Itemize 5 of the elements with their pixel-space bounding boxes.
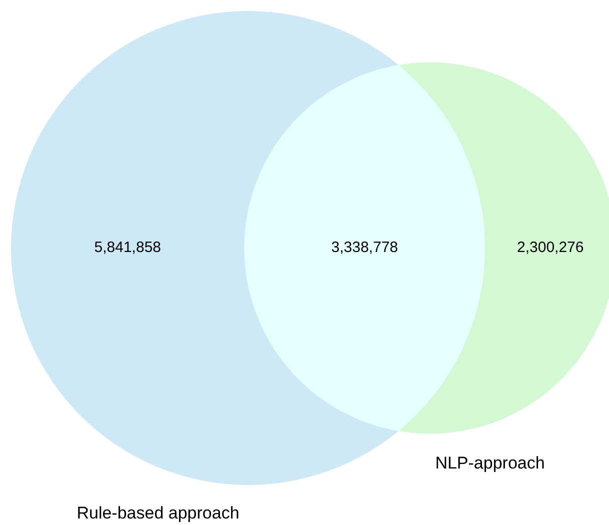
data-label: 5,841,858: [94, 239, 161, 256]
data-label: 2,300,276: [517, 239, 584, 256]
data-label: 3,338,778: [331, 239, 398, 256]
text: Rule-based approach: [76, 504, 240, 523]
text: NLP-approach: [435, 453, 545, 472]
